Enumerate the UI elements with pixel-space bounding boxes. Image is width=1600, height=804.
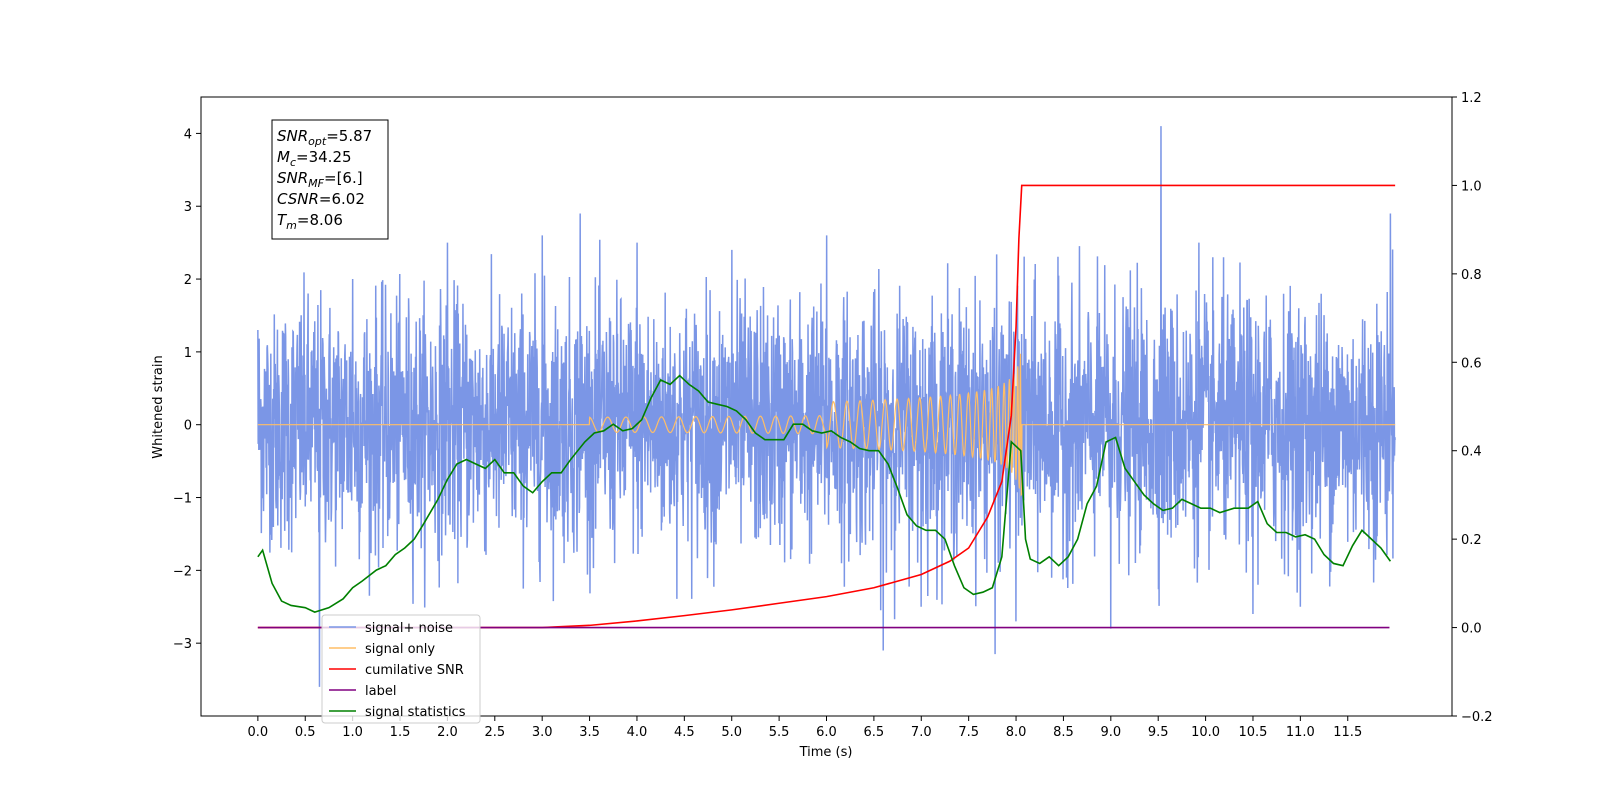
series-cumulative-snr-line: [257, 184, 1396, 629]
x-tick-label: 9.0: [1100, 725, 1121, 740]
x-tick-label: 5.0: [721, 725, 742, 740]
x-tick-label: 10.0: [1191, 725, 1220, 740]
info-box-frame: [271, 119, 389, 240]
series-signal-statistics-line: [257, 374, 1392, 613]
x-tick-label: 1.0: [342, 725, 363, 740]
series-signal-only-line: [257, 353, 1396, 497]
legend: signal+ noise signal only cumilative SNR la…: [321, 614, 481, 724]
y-tick-label: 3: [184, 200, 192, 215]
x-tick-label: 10.5: [1239, 725, 1268, 740]
y-right-tick-label: 0.6: [1461, 356, 1482, 371]
x-axis-label: Time (s): [799, 745, 853, 760]
y-axis-label: Whitened strain: [151, 355, 166, 458]
y-right-tick-label: 0.4: [1461, 445, 1482, 460]
x-tick-label: 4.5: [674, 725, 695, 740]
x-tick-label: 8.5: [1053, 725, 1074, 740]
y-right-tick-label: 0.8: [1461, 268, 1482, 283]
legend-frame: [321, 614, 481, 724]
x-tick-label: 3.5: [579, 725, 600, 740]
x-tick-label: 7.0: [911, 725, 932, 740]
info-box-line: SNRopt=5.87: [277, 127, 372, 148]
y-tick-label: −2: [173, 564, 192, 579]
x-tick-label: 9.5: [1148, 725, 1169, 740]
y-tick-label: −3: [173, 637, 192, 652]
legend-label: cumilative SNR: [365, 663, 464, 678]
y-tick-label: 2: [184, 273, 192, 288]
x-tick-label: 6.0: [816, 725, 837, 740]
x-tick-label: 4.0: [627, 725, 648, 740]
info-box-line: CSNR=6.02: [277, 190, 365, 208]
x-tick-label: 0.5: [295, 725, 316, 740]
x-tick-label: 2.0: [437, 725, 458, 740]
y-tick-label: 1: [184, 346, 192, 361]
y-tick-label: −1: [173, 492, 192, 507]
legend-label: signal statistics: [365, 705, 466, 720]
y-tick-label: 4: [184, 127, 192, 142]
legend-label: label: [365, 684, 396, 699]
x-tick-label: 11.0: [1286, 725, 1315, 740]
y-right-tick-label: 0.2: [1461, 533, 1482, 548]
x-tick-label: 3.0: [532, 725, 553, 740]
x-tick-label: 6.5: [864, 725, 885, 740]
x-tick-label: 1.5: [390, 725, 411, 740]
x-tick-label: 7.5: [958, 725, 979, 740]
axes-layer: 0.0 0.5 1.0 1.5 2.0 2.5 3.0 3.5 4.0 4.5 5.0 5.5 6.0 6…: [173, 91, 1493, 740]
x-tick-label: 2.5: [484, 725, 505, 740]
x-tick-label: 0.0: [248, 725, 269, 740]
legend-label: signal only: [365, 642, 435, 657]
x-tick-label: 11.5: [1333, 725, 1362, 740]
series-signal-noise-line: [257, 126, 1396, 687]
y-right-tick-label: 0.0: [1461, 622, 1482, 637]
legend-label: signal+ noise: [365, 621, 453, 636]
info-box-line: Tm=8.06: [277, 211, 343, 232]
y-right-tick-label: −0.2: [1461, 710, 1493, 725]
info-box-line: Mc=34.25: [277, 148, 352, 169]
y-right-tick-label: 1.2: [1461, 91, 1482, 106]
y-right-tick-label: 1.0: [1461, 179, 1482, 194]
x-tick-label: 5.5: [769, 725, 790, 740]
x-tick-label: 8.0: [1006, 725, 1027, 740]
y-tick-label: 0: [184, 419, 192, 434]
info-box-line: SNRMF=[6.]: [277, 169, 363, 190]
